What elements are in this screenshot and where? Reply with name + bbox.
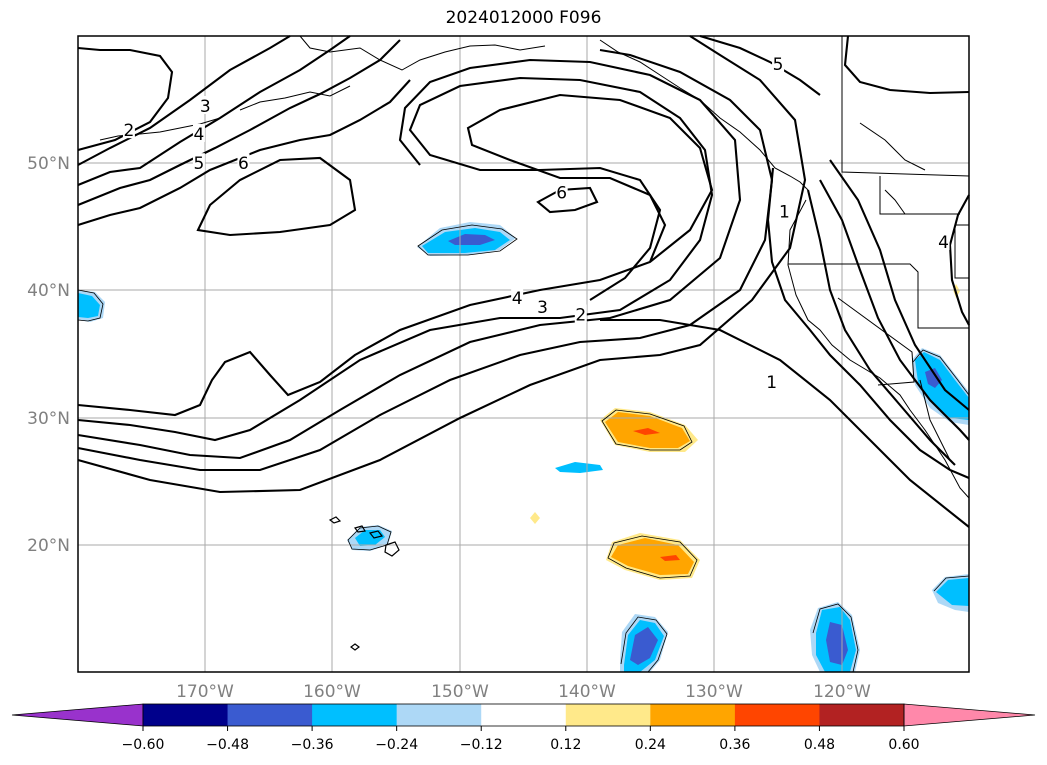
contour-label-bg [192, 153, 205, 172]
positive-anomaly-north [600, 408, 698, 452]
contour-label: 4 [938, 233, 949, 253]
colorbar-tick-label: −0.24 [375, 737, 418, 753]
colorbar-segment [143, 704, 229, 726]
contour-label: 4 [512, 289, 523, 309]
contour-label: 1 [779, 203, 790, 223]
colorbar-segment [312, 704, 398, 726]
colorbar-tick-label: −0.12 [460, 737, 503, 753]
colorbar-tick-label: 0.24 [635, 737, 666, 753]
colorbar-tick-label: 0.12 [550, 737, 581, 753]
lon-label-160w: 160°W [303, 682, 361, 702]
colorbar-segment [396, 704, 482, 726]
contour-label: 5 [773, 55, 784, 75]
colorbar-tick-label: −0.48 [206, 737, 249, 753]
contour-label: 6 [238, 154, 249, 174]
colorbar-tick-label: 0.36 [719, 737, 750, 753]
lat-label-50n: 50°N [27, 154, 70, 174]
contour-label: 4 [194, 125, 205, 145]
contour-label: 3 [200, 97, 211, 117]
contour-label: 6 [556, 183, 567, 203]
colorbar-segment [734, 704, 820, 726]
graticule [78, 36, 969, 672]
lat-label-30n: 30°N [27, 409, 70, 429]
lon-label-120w: 120°W [813, 682, 871, 702]
colorbar-segment [819, 704, 905, 726]
lon-label-170w: 170°W [176, 682, 234, 702]
contour-label-bg [937, 232, 950, 251]
map-frame [77, 35, 970, 673]
colorbar-extend-min [11, 703, 144, 727]
contour-label-bg [765, 371, 778, 390]
colorbar-tick-label: −0.60 [122, 737, 165, 753]
negative-anomaly-west-edge [78, 290, 105, 322]
contour-label-bg [237, 153, 250, 172]
lat-label-40n: 40°N [27, 281, 70, 301]
colorbar-tick-label: 0.60 [888, 737, 919, 753]
colorbar-segment [227, 704, 313, 726]
contour-label-bg [574, 304, 587, 323]
map-title: 2024012000 F096 [445, 8, 602, 28]
lat-label-20n: 20°N [27, 536, 70, 556]
contour-label-bg [555, 182, 568, 201]
lon-label-140w: 140°W [558, 682, 616, 702]
hawaii-islands [328, 516, 400, 651]
colorbar-segment [650, 704, 736, 726]
contour-label-bg [772, 53, 785, 72]
colorbar-extend-max [903, 703, 1036, 727]
contour-label: 5 [194, 154, 205, 174]
contour-label-bg [511, 288, 524, 307]
lon-label-150w: 150°W [431, 682, 489, 702]
contour-label: 2 [124, 121, 135, 141]
colorbar-tick-label: −0.36 [291, 737, 334, 753]
anomaly-outlines [77, 224, 970, 673]
contour-label: 3 [537, 298, 548, 318]
positive-anomaly-dot [530, 512, 540, 524]
negative-anomaly-south-east [810, 602, 860, 672]
contour-label-bg [199, 95, 212, 114]
colorbar: −0.60 −0.48 −0.36 −0.24 −0.12 0.12 0.24 0.36 0.4… [11, 703, 1036, 753]
contour-label-bg [122, 120, 135, 139]
contour-label-bg [536, 296, 549, 315]
colorbar-segment [481, 704, 567, 726]
colorbar-segment [565, 704, 651, 726]
contour-label: 1 [766, 373, 777, 393]
contour-lines [77, 34, 970, 528]
contour-label-bg [778, 201, 791, 220]
contour-label-bg [192, 123, 205, 142]
axis-labels: 170°W 160°W 150°W 140°W 130°W 120°W 50°N… [27, 154, 871, 702]
colorbar-tick-label: 0.48 [804, 737, 835, 753]
negative-anomaly-south-center [620, 614, 668, 672]
negative-anomaly-small [555, 462, 603, 473]
colorbar-outline [142, 703, 905, 727]
lon-label-130w: 130°W [685, 682, 743, 702]
contour-label: 2 [575, 306, 586, 326]
